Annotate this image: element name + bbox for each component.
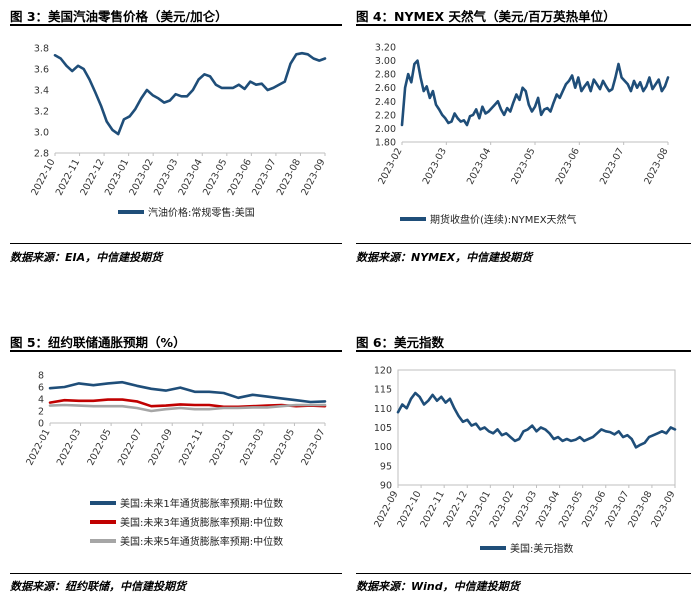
- y-tick-label: 95: [380, 461, 392, 472]
- title-rule: [356, 350, 691, 352]
- y-tick-label: 3.00: [375, 56, 396, 67]
- series-line: [396, 391, 677, 449]
- gasoline-price-chart: 3.83.63.43.23.02.82022-102022-112022-122…: [29, 44, 327, 220]
- y-tick-label: 3.20: [375, 43, 396, 54]
- y-tick-label: 3.8: [34, 44, 49, 55]
- y-tick-label: 1.80: [375, 138, 396, 149]
- y-tick-label: 2.8: [34, 149, 49, 160]
- y-tick-label: 2.60: [375, 83, 396, 94]
- title-rule: [356, 24, 691, 26]
- y-tick-label: 100: [374, 442, 392, 453]
- y-tick-label: 2.20: [375, 110, 396, 121]
- chart-title: 图 5：纽约联储通胀预期（%）: [10, 335, 186, 350]
- y-tick-label: 115: [374, 385, 392, 396]
- y-tick-label: 2.40: [375, 97, 396, 108]
- y-tick-label: 3.6: [34, 65, 49, 76]
- legend-label: 美国:美元指数: [510, 542, 573, 555]
- series-line: [53, 51, 327, 136]
- series-line: [48, 380, 327, 404]
- y-tick-label: 0: [38, 419, 44, 430]
- title-rule: [10, 24, 342, 26]
- source-rule: [10, 573, 342, 574]
- source-note: 数据来源：EIA，中信建投期货: [10, 251, 163, 264]
- title-rule: [10, 350, 342, 352]
- source-rule: [356, 243, 691, 244]
- series-line: [48, 403, 327, 413]
- source-note: 数据来源：Wind，中信建投期货: [356, 580, 520, 593]
- legend-label: 期货收盘价(连续):NYMEX天然气: [430, 213, 577, 226]
- y-tick-label: 2.80: [375, 70, 396, 81]
- y-tick-label: 3.0: [34, 128, 49, 139]
- source-note: 数据来源：纽约联储，中信建投期货: [10, 580, 186, 593]
- y-tick-label: 90: [380, 481, 392, 492]
- y-tick-label: 2: [38, 407, 44, 418]
- y-tick-label: 105: [374, 423, 392, 434]
- legend-label: 美国:未来5年通货膨胀率预期:中位数: [120, 535, 283, 548]
- series-line: [400, 59, 670, 127]
- legend-label: 汽油价格:常规零售:美国: [148, 206, 255, 219]
- y-tick-label: 4: [38, 395, 44, 406]
- source-rule: [10, 243, 342, 244]
- y-tick-label: 6: [38, 383, 44, 394]
- source-note: 数据来源：NYMEX，中信建投期货: [356, 251, 533, 264]
- y-tick-label: 3.4: [34, 86, 49, 97]
- y-tick-label: 120: [374, 366, 392, 377]
- y-tick-label: 110: [374, 404, 392, 415]
- source-rule: [356, 573, 691, 574]
- y-tick-label: 8: [38, 371, 44, 382]
- legend-label: 美国:未来3年通货膨胀率预期:中位数: [120, 516, 283, 529]
- chart-title: 图 3：美国汽油零售价格（美元/加仑）: [10, 9, 228, 24]
- legend-label: 美国:未来1年通货膨胀率预期:中位数: [120, 497, 283, 510]
- y-tick-label: 2.00: [375, 124, 396, 135]
- chart-title: 图 4：NYMEX 天然气（美元/百万英热单位）: [356, 9, 616, 24]
- plot-frame: [397, 369, 676, 486]
- chart-title: 图 6：美元指数: [356, 335, 445, 350]
- y-tick-label: 3.2: [34, 107, 49, 118]
